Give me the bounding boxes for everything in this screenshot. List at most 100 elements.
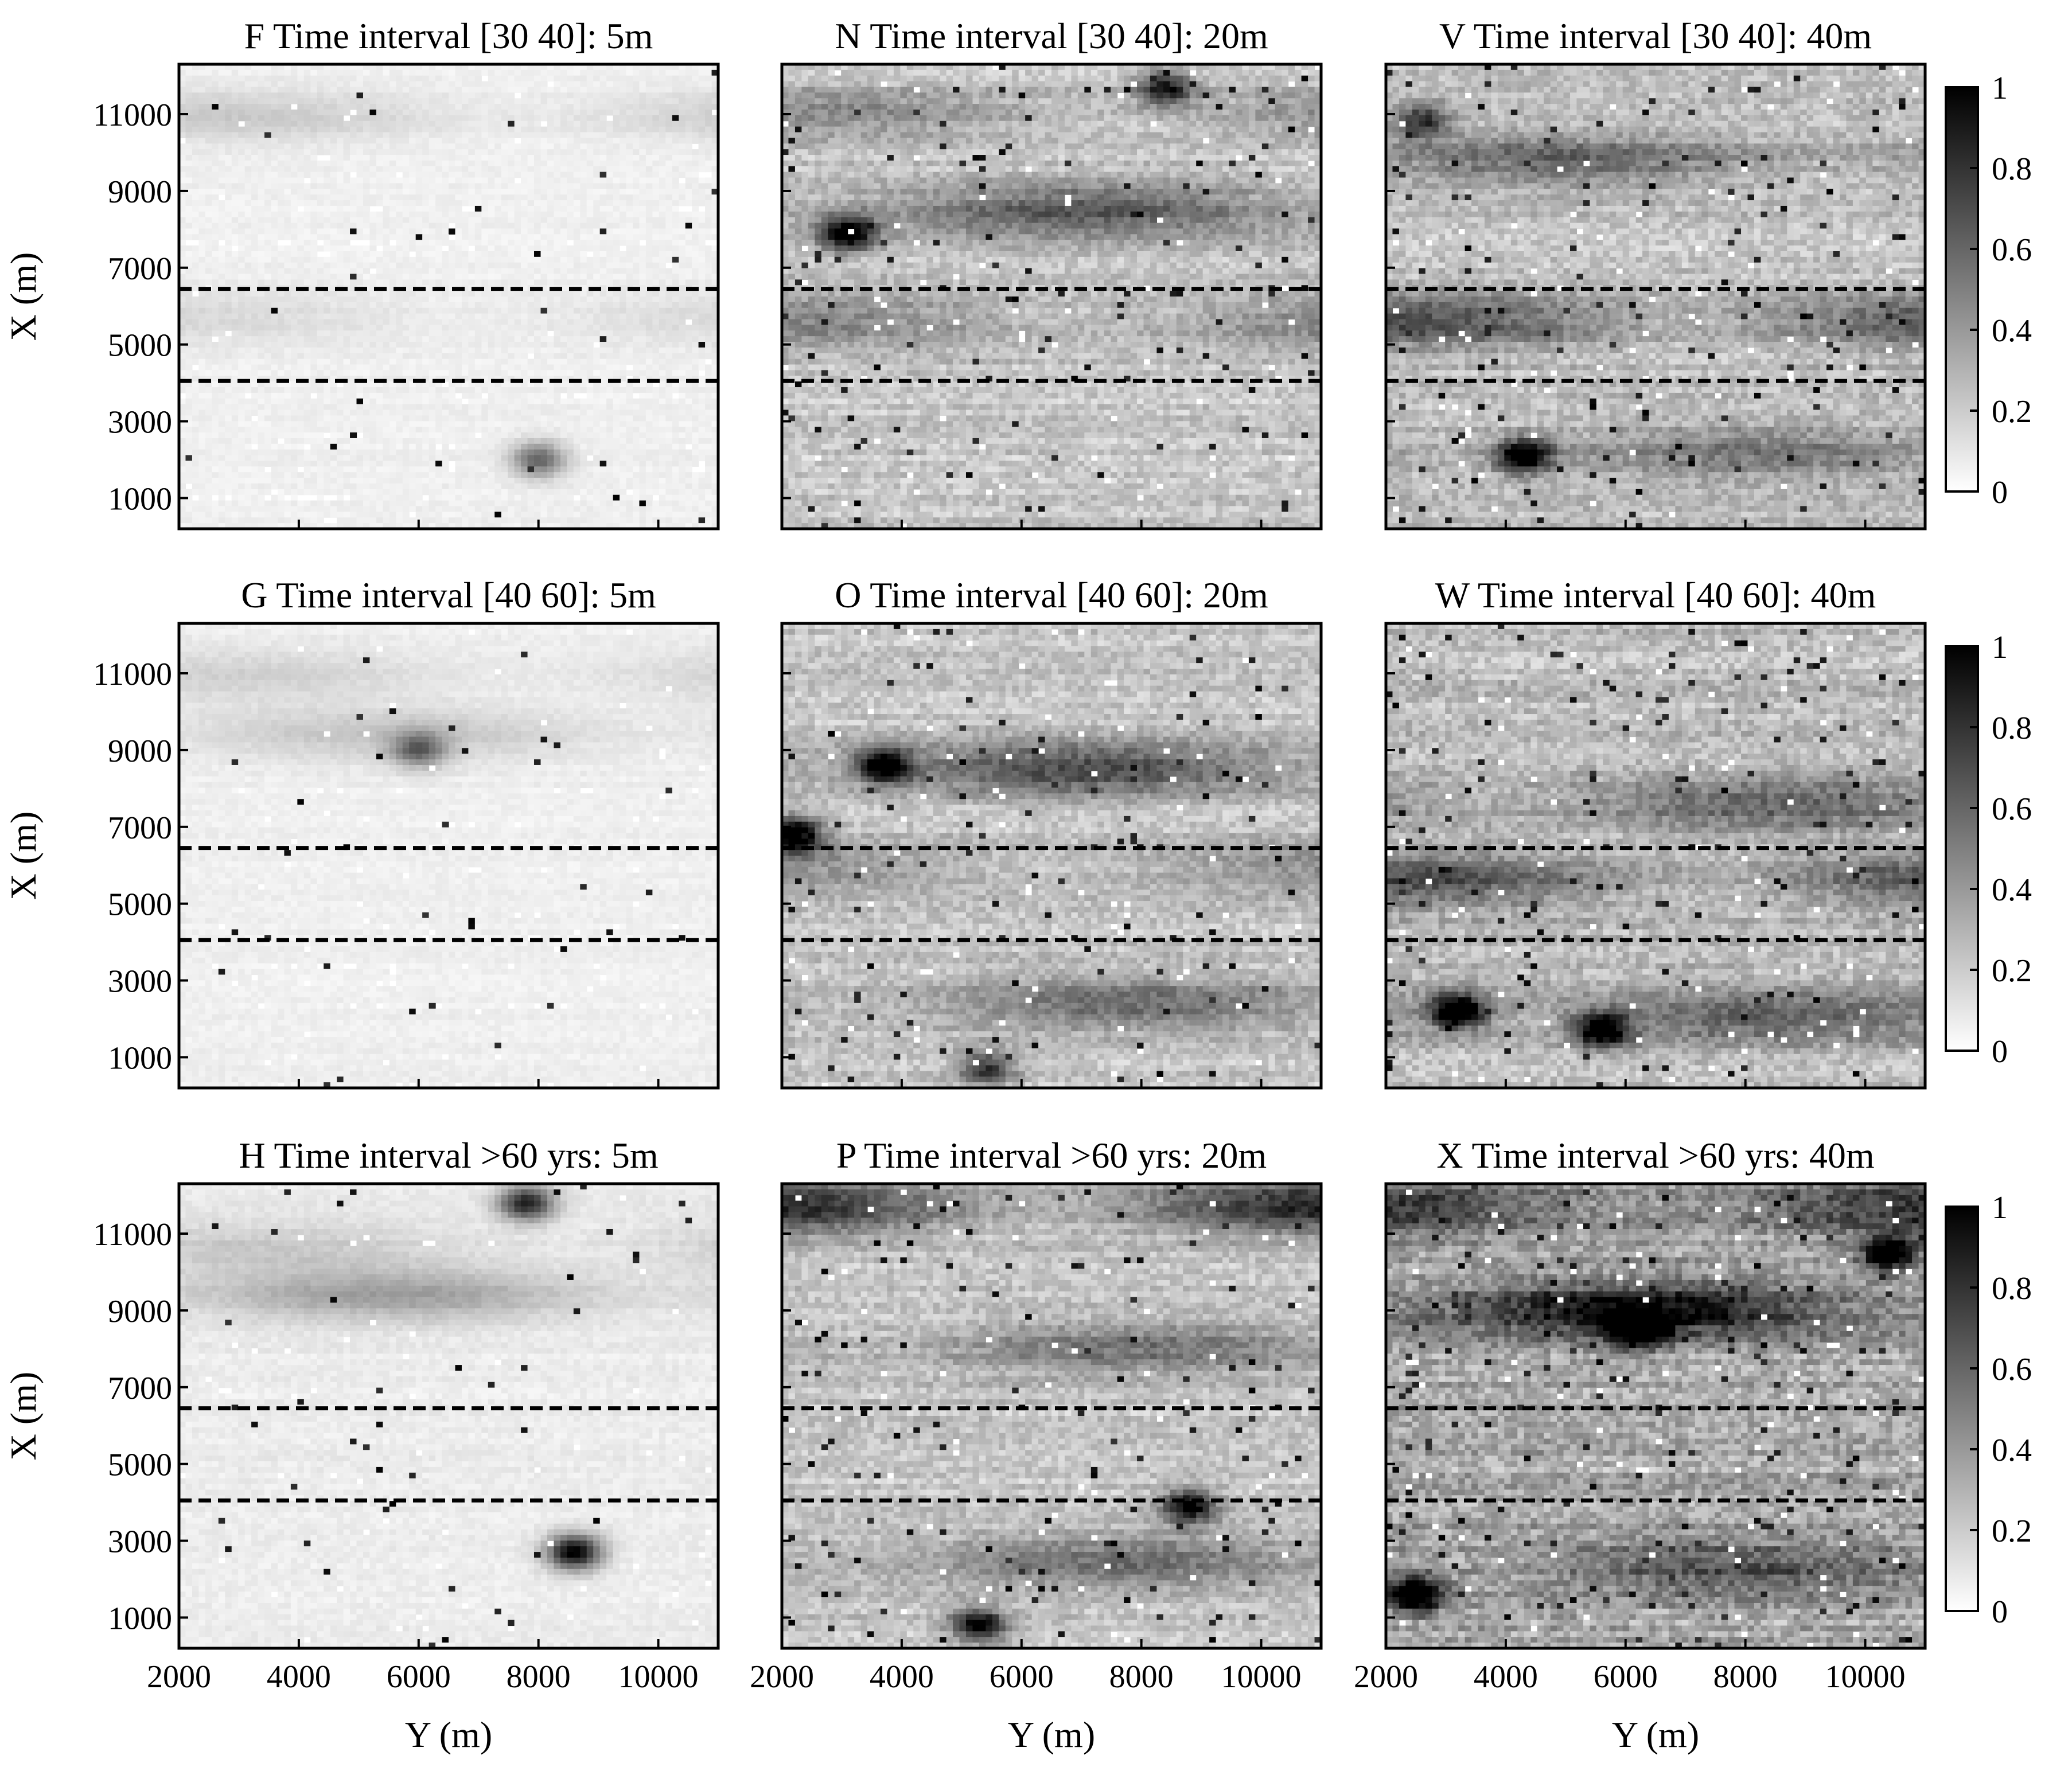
heatmap-cell xyxy=(481,178,488,184)
heatmap-cell xyxy=(679,245,686,251)
panel: F Time interval [30 40]: 5m1000300050007… xyxy=(3,15,719,529)
heatmap-cell xyxy=(212,268,219,274)
heatmap-cell xyxy=(383,155,390,161)
heatmap-cell xyxy=(692,291,699,297)
heatmap-cell xyxy=(508,70,515,76)
heatmap-cell xyxy=(481,166,488,172)
heatmap-cell xyxy=(475,206,482,212)
heatmap-cell xyxy=(383,302,390,308)
heatmap-cell xyxy=(324,223,330,229)
heatmap-cell xyxy=(554,115,560,121)
heatmap-cell xyxy=(665,251,672,257)
heatmap-cell xyxy=(633,200,640,206)
heatmap-cell xyxy=(376,263,383,268)
heatmap-cell xyxy=(284,92,291,98)
heatmap-cell xyxy=(540,178,547,184)
heatmap-cell xyxy=(686,110,692,115)
heatmap-cell xyxy=(600,200,607,206)
heatmap-cell xyxy=(659,110,666,115)
heatmap-cell xyxy=(481,223,488,229)
heatmap-cell xyxy=(264,240,271,245)
heatmap-cell xyxy=(567,223,574,229)
heatmap-cell xyxy=(383,183,390,189)
heatmap-cell xyxy=(198,228,205,234)
heatmap-cell xyxy=(501,155,508,161)
heatmap-cell xyxy=(626,161,633,166)
heatmap-cell xyxy=(245,189,252,194)
heatmap-cell xyxy=(540,155,547,161)
heatmap-cell xyxy=(284,268,291,274)
heatmap-cell xyxy=(369,263,376,268)
heatmap-cell xyxy=(560,98,567,104)
heatmap-cell xyxy=(284,98,291,104)
heatmap-cell xyxy=(574,223,581,229)
heatmap-cell xyxy=(442,279,449,285)
heatmap-cell xyxy=(515,245,521,251)
heatmap-cell xyxy=(245,161,252,166)
heatmap-cell xyxy=(567,183,574,189)
heatmap-cell xyxy=(330,155,337,161)
heatmap-cell xyxy=(593,297,600,302)
heatmap-cell xyxy=(449,297,455,302)
heatmap-cell xyxy=(501,87,508,93)
heatmap-cell xyxy=(185,121,192,127)
heatmap-cell xyxy=(540,81,547,87)
heatmap-cell xyxy=(574,268,581,274)
heatmap-cell xyxy=(363,70,370,76)
heatmap-cell xyxy=(422,70,429,76)
heatmap-cell xyxy=(390,245,396,251)
heatmap-cell xyxy=(330,87,337,93)
heatmap-cell xyxy=(540,200,547,206)
heatmap-cell xyxy=(442,240,449,245)
heatmap-cell xyxy=(284,172,291,178)
heatmap-cell xyxy=(435,189,442,194)
heatmap-cell xyxy=(442,161,449,166)
heatmap-cell xyxy=(462,98,469,104)
heatmap-cell xyxy=(403,228,410,234)
heatmap-cell xyxy=(515,212,521,217)
heatmap-cell xyxy=(369,279,376,285)
heatmap-cell xyxy=(344,143,350,149)
heatmap-cell xyxy=(646,251,653,257)
heatmap-cell xyxy=(633,274,640,279)
heatmap-cell xyxy=(403,115,410,121)
heatmap-cell xyxy=(672,297,679,302)
heatmap-cell xyxy=(258,121,265,127)
heatmap-cell xyxy=(442,127,449,132)
heatmap-cell xyxy=(652,149,659,155)
heatmap-cell xyxy=(192,228,199,234)
heatmap-cell xyxy=(390,274,396,279)
heatmap-cell xyxy=(587,127,594,132)
heatmap-cell xyxy=(620,138,626,143)
heatmap-cell xyxy=(225,302,232,308)
heatmap-cell xyxy=(304,161,311,166)
heatmap-cell xyxy=(534,178,541,184)
heatmap-cell xyxy=(475,132,482,138)
heatmap-cell xyxy=(264,297,271,302)
heatmap-cell xyxy=(383,98,390,104)
heatmap-cell xyxy=(665,143,672,149)
heatmap-cell xyxy=(297,115,304,121)
heatmap-cell xyxy=(540,161,547,166)
heatmap-cell xyxy=(508,200,515,206)
heatmap-cell xyxy=(468,76,475,81)
heatmap-cell xyxy=(185,81,192,87)
heatmap-cell xyxy=(705,161,712,166)
heatmap-cell xyxy=(547,251,554,257)
heatmap-cell xyxy=(534,143,541,149)
heatmap-cell xyxy=(646,121,653,127)
heatmap-cell xyxy=(528,155,535,161)
heatmap-cell xyxy=(324,132,330,138)
heatmap-cell xyxy=(205,240,212,245)
heatmap-cell xyxy=(455,240,462,245)
heatmap-cell xyxy=(699,189,706,194)
heatmap-cell xyxy=(455,127,462,132)
heatmap-cell xyxy=(468,110,475,115)
heatmap-cell xyxy=(383,127,390,132)
heatmap-cell xyxy=(344,189,350,194)
heatmap-cell xyxy=(593,268,600,274)
heatmap-cell xyxy=(633,76,640,81)
heatmap-cell xyxy=(620,200,626,206)
heatmap-cell xyxy=(626,166,633,172)
heatmap-cell xyxy=(554,251,560,257)
